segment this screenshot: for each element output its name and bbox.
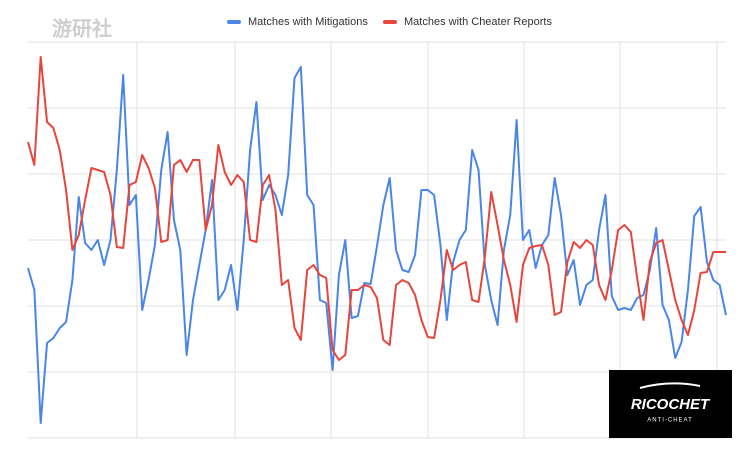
logo-tagline: ANTI-CHEAT <box>647 418 693 424</box>
legend-label: Matches with Mitigations <box>248 16 368 28</box>
legend-swatch <box>383 20 397 24</box>
watermark: 游研社 <box>52 16 112 40</box>
logo-name: RICOCHET <box>631 396 711 413</box>
logo-swoosh <box>639 382 701 389</box>
line-series <box>27 66 727 424</box>
legend-label: Matches with Cheater Reports <box>404 16 552 28</box>
line-series <box>27 56 726 361</box>
legend-swatch <box>227 20 241 24</box>
logo-box <box>609 370 732 438</box>
